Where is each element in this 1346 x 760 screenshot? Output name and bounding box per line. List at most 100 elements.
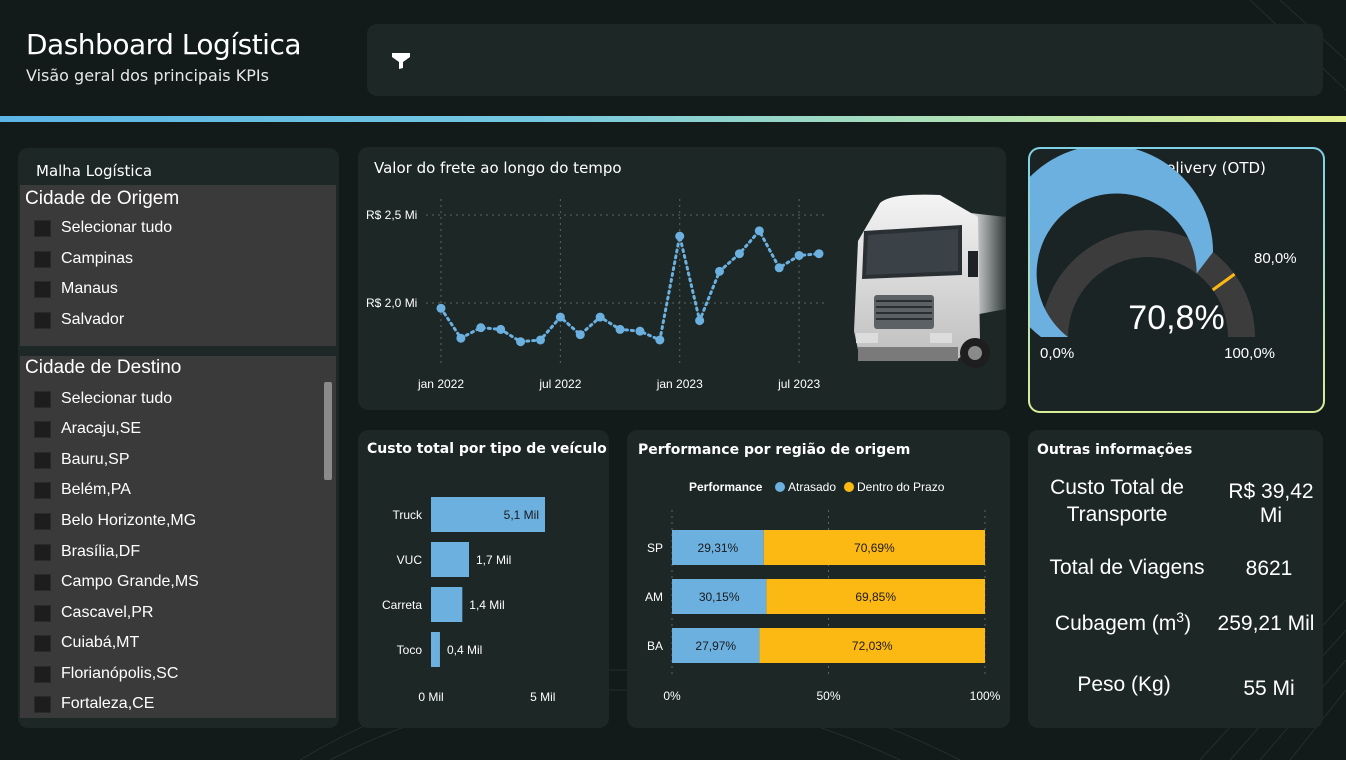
checkbox[interactable] [34,695,51,713]
freight-data-point [555,312,565,322]
performance-bar-segment [672,579,767,614]
origin-item-salvador[interactable]: Salvador [34,309,124,331]
destination-item-bauru[interactable]: Bauru,SP [34,449,129,471]
truck-image [854,194,1006,368]
destination-city-slicer: Cidade de Destino Selecionar tudo Aracaj… [20,356,336,718]
origin-item-select-all[interactable]: Selecionar tudo [34,217,172,239]
otd-gauge [1030,149,1255,337]
destination-item-aracaju[interactable]: Aracaju,SE [34,418,141,440]
performance-data-label: 27,97% [695,639,736,653]
filter-bar[interactable] [367,24,1323,96]
performance-card: Performance por região de origem Perform… [627,430,1010,728]
freight-data-point [734,249,744,259]
destination-item-label: Cuiabá,MT [61,634,140,651]
vehicle-data-label: 1,4 Mil [469,598,504,612]
kpi-label-weight: Peso (Kg) [1077,673,1171,696]
destination-item-cascavel[interactable]: Cascavel,PR [34,602,153,624]
freight-data-point [655,335,665,345]
otd-min-label: 0,0% [1040,345,1075,362]
other-info-title: Outras informações [1037,442,1193,458]
freight-data-point [456,333,466,343]
vehicle-data-label: 5,1 Mil [504,508,539,522]
checkbox[interactable] [34,604,51,622]
vehicle-bar [431,632,440,667]
origin-item-campinas[interactable]: Campinas [34,248,133,270]
legend-marker-dentro-do-prazo [844,482,854,492]
x-tick-label: jan 2022 [417,377,464,391]
origin-item-label: Manaus [61,280,118,297]
origin-item-manaus[interactable]: Manaus [34,278,118,300]
dashboard-title: Dashboard Logística [26,28,302,61]
checkbox[interactable] [34,390,51,408]
x-tick-label: jan 2023 [656,377,703,391]
performance-data-label: 30,15% [699,590,740,604]
filter-funnel-icon[interactable] [391,52,411,70]
performance-title: Performance por região de origem [638,442,911,458]
destination-item-label: Campo Grande,MS [61,573,199,590]
kpi-label-total-cost: Custo Total de Transporte [1050,476,1184,526]
vehicle-data-label: 1,7 Mil [476,553,511,567]
vehicle-cost-title: Custo total por tipo de veículo [367,441,607,457]
destination-item-label: Bauru,SP [61,451,130,468]
freight-series-line [439,228,821,344]
destination-item-brasilia[interactable]: Brasília,DF [34,541,140,563]
other-info-card: Outras informações Custo Total de Transp… [1028,430,1323,728]
kpi-value-total-trips: 8621 [1245,557,1293,580]
y-tick-label: R$ 2,5 Mi [366,208,417,222]
destination-item-label: Cascavel,PR [61,604,154,621]
origin-item-label: Campinas [61,250,134,267]
destination-item-label: Brasília,DF [61,543,141,560]
performance-data-label: 69,85% [855,590,896,604]
destination-item-belem[interactable]: Belém,PA [34,479,131,501]
performance-data-label: 70,69% [854,541,895,555]
vehicle-category-label: VUC [397,553,423,567]
performance-bar-segment [672,530,764,565]
checkbox[interactable] [34,634,51,652]
vehicle-bar [431,497,545,532]
slicer-title: Malha Logística [36,162,153,180]
performance-data-label: 72,03% [852,639,893,653]
freight-data-point [715,266,725,276]
legend-title: Performance [689,480,763,494]
destination-item-label: Belém,PA [61,481,131,498]
slicer-scrollbar[interactable] [324,382,332,480]
x-tick-label: 50% [816,689,840,703]
checkbox[interactable] [34,481,51,499]
freight-chart-title: Valor do frete ao longo do tempo [374,159,622,177]
origin-item-label: Salvador [61,311,125,328]
x-tick-label: 100% [970,689,1001,703]
freight-data-point [695,316,705,326]
performance-bar-segment [763,530,985,565]
vehicle-cost-chart: Truck 5,1 Mil VUC 1,7 Mil Carreta 1,4 Mil Toco… [382,497,555,704]
vehicle-data-label: 0,4 Mil [447,643,482,657]
legend-label: Dentro do Prazo [857,480,945,494]
vehicle-cost-card: Custo total por tipo de veículo Truck 5,1… [358,430,609,728]
destination-item-select-all[interactable]: Selecionar tudo [34,388,172,410]
checkbox[interactable] [34,512,51,530]
freight-data-point [754,226,764,236]
legend-marker-atrasado [775,482,785,492]
destination-item-fortaleza[interactable]: Fortaleza,CE [34,693,154,715]
freight-data-point [535,335,545,345]
destination-item-cuiaba[interactable]: Cuiabá,MT [34,632,139,654]
otd-max-label: 100,0% [1224,345,1275,362]
destination-item-belo-horizonte[interactable]: Belo Horizonte,MG [34,510,196,532]
checkbox[interactable] [34,250,51,268]
vehicle-category-label: Truck [392,508,423,522]
checkbox[interactable] [34,451,51,469]
checkbox[interactable] [34,311,51,329]
checkbox[interactable] [34,280,51,298]
destination-item-florianopolis[interactable]: Florianópolis,SC [34,663,178,685]
checkbox[interactable] [34,573,51,591]
vehicle-category-label: Toco [397,643,423,657]
checkbox[interactable] [34,219,51,237]
vehicle-category-label: Carreta [382,598,422,612]
performance-bar-segment [766,579,985,614]
destination-item-campo-grande[interactable]: Campo Grande,MS [34,571,199,593]
checkbox[interactable] [34,665,51,683]
checkbox[interactable] [34,420,51,438]
vehicle-bar [431,587,463,622]
freight-data-point [675,231,685,241]
x-tick-label: jul 2022 [538,377,581,391]
checkbox[interactable] [34,543,51,561]
